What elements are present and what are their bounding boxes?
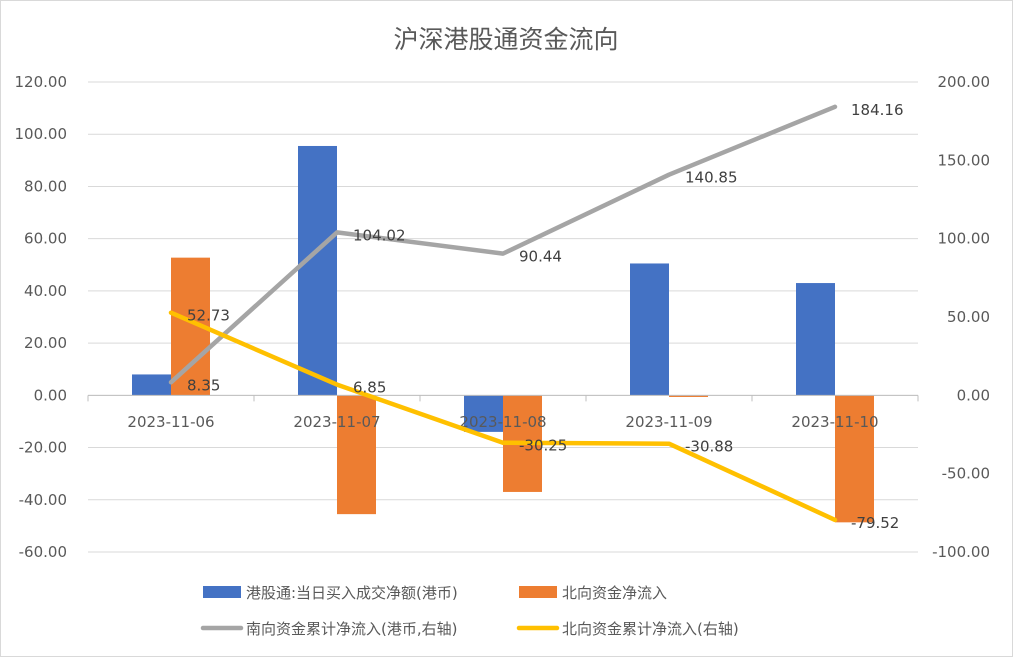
y-left-tick-label: 40.00 [24, 282, 67, 300]
y-left-tick-label: 20.00 [24, 334, 67, 352]
y-left-tick-label: -20.00 [19, 439, 67, 457]
y-right-tick-label: 0.00 [957, 386, 990, 404]
data-label: 90.44 [519, 248, 562, 266]
x-axis-tick-label: 2023-11-10 [791, 413, 878, 431]
y-left-tick-label: -60.00 [19, 543, 67, 561]
legend-swatch [519, 586, 557, 598]
axes: 120.00 100.00 80.00 60.00 40.00 20.00 0.00 -20.… [15, 73, 991, 561]
bar [796, 283, 835, 396]
x-axis-tick-label: 2023-11-08 [459, 413, 546, 431]
bars [132, 145, 874, 523]
bar [835, 395, 874, 523]
y-right-tick-label: 200.00 [938, 73, 991, 91]
data-labels: 8.35 104.02 90.44 140.85 184.16 52.73 6.85 -30.… [187, 101, 904, 532]
series-line [168, 310, 838, 523]
data-label: 6.85 [353, 379, 386, 397]
legend-label: 北向资金净流入 [562, 584, 667, 602]
y-right-tick-label: -50.00 [942, 465, 990, 483]
data-label: 52.73 [187, 307, 230, 325]
legend-label: 南向资金累计净流入(港币,右轴) [246, 620, 457, 638]
data-label: -30.25 [519, 437, 567, 455]
series-line [168, 104, 838, 385]
data-label: -30.88 [685, 438, 733, 456]
bar [464, 395, 503, 432]
x-axis-tick-label: 2023-11-09 [625, 413, 712, 431]
x-axis-tick-label: 2023-11-07 [293, 413, 380, 431]
data-label: 184.16 [851, 101, 904, 119]
legend-swatch [203, 586, 241, 598]
y-left-tick-label: 80.00 [24, 177, 67, 195]
y-left-tick-label: 60.00 [24, 230, 67, 248]
data-label: 104.02 [353, 226, 406, 244]
lines [168, 104, 838, 523]
y-right-tick-label: 150.00 [938, 151, 991, 169]
bar [337, 395, 376, 515]
bar [669, 395, 708, 397]
chart-title: 沪深港股通资金流向 [393, 25, 618, 54]
y-left-tick-label: 0.00 [34, 386, 67, 404]
bar [630, 263, 669, 396]
data-label: 140.85 [685, 169, 738, 187]
x-axis-tick-label: 2023-11-06 [127, 413, 214, 431]
y-right-tick-label: 100.00 [938, 230, 991, 248]
legend-label: 港股通:当日买入成交净额(港币) [246, 584, 458, 602]
y-left-tick-label: 100.00 [15, 125, 68, 143]
y-left-tick-label: 120.00 [15, 73, 68, 91]
y-left-tick-label: -40.00 [19, 491, 67, 509]
data-label: 8.35 [187, 376, 220, 394]
data-label: -79.52 [851, 514, 899, 532]
y-right-tick-label: -100.00 [932, 543, 990, 561]
legend-label: 北向资金累计净流入(右轴) [562, 620, 739, 638]
y-right-tick-label: 50.00 [947, 308, 990, 326]
bar [298, 145, 337, 396]
bar [132, 374, 171, 396]
